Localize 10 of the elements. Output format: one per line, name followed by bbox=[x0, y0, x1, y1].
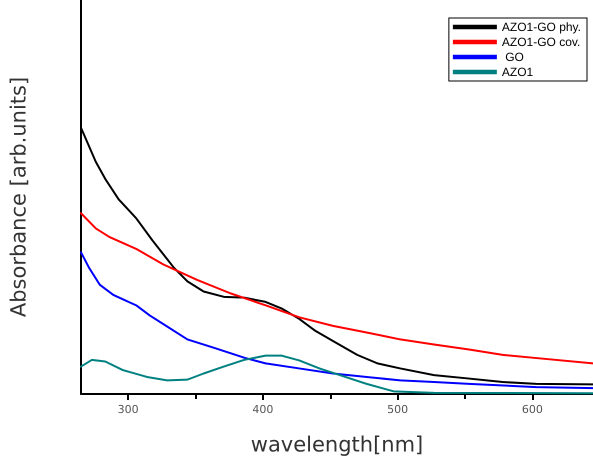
x-tick-label: 500 bbox=[387, 403, 408, 416]
legend-label: GO bbox=[502, 50, 524, 64]
x-tick-label: 600 bbox=[522, 403, 543, 416]
legend-label: AZO1-GO cov. bbox=[502, 35, 580, 49]
x-tick-label: 400 bbox=[252, 403, 274, 416]
legend-label: AZO1-GO phy. bbox=[502, 20, 582, 34]
legend-label: AZO1 bbox=[502, 65, 534, 79]
x-axis-title: wavelength[nm] bbox=[250, 432, 424, 456]
x-tick-label: 300 bbox=[118, 403, 139, 416]
y-axis-title: Absorbance [arb.units] bbox=[6, 76, 30, 318]
